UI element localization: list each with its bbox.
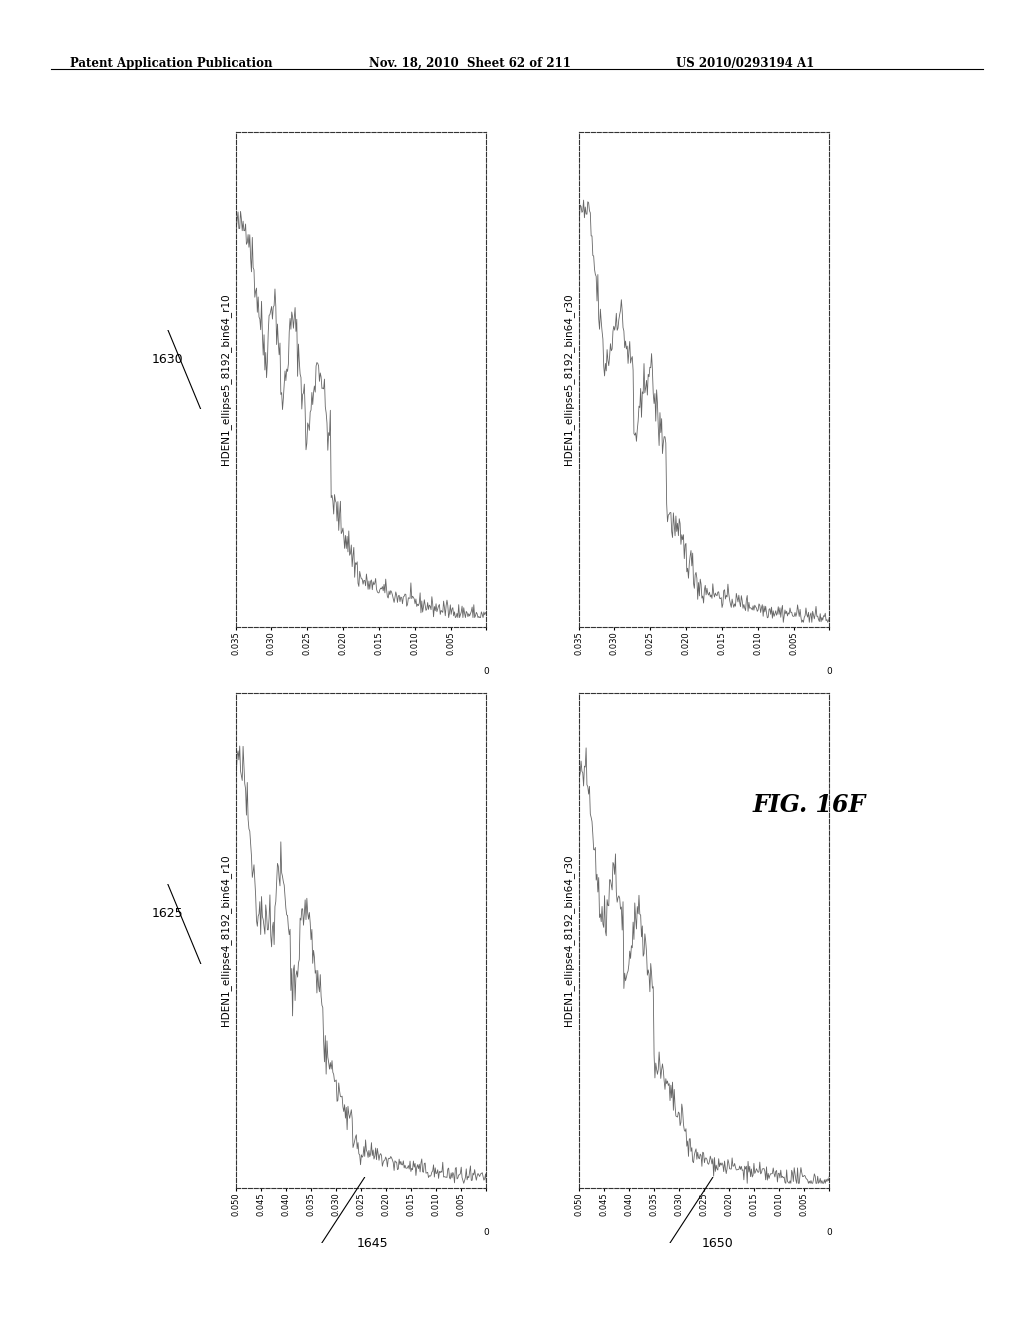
Text: 0: 0	[483, 1228, 489, 1237]
Text: US 2010/0293194 A1: US 2010/0293194 A1	[676, 57, 814, 70]
Text: 0: 0	[483, 667, 489, 676]
Text: FIG. 16F: FIG. 16F	[753, 793, 866, 817]
Text: 1630: 1630	[152, 352, 183, 366]
Text: 1625: 1625	[152, 907, 183, 920]
Text: HDEN1_ellipse5_8192_bin64_r10: HDEN1_ellipse5_8192_bin64_r10	[220, 293, 230, 466]
Text: 0: 0	[826, 1228, 833, 1237]
Text: HDEN1_ellipse5_8192_bin64_r30: HDEN1_ellipse5_8192_bin64_r30	[563, 293, 573, 466]
Text: 0: 0	[826, 667, 833, 676]
Text: 1645: 1645	[356, 1237, 388, 1250]
Text: Nov. 18, 2010  Sheet 62 of 211: Nov. 18, 2010 Sheet 62 of 211	[369, 57, 570, 70]
Text: 1650: 1650	[701, 1237, 733, 1250]
Text: HDEN1_ellipse4_8192_bin64_r30: HDEN1_ellipse4_8192_bin64_r30	[563, 854, 573, 1027]
Text: HDEN1_ellipse4_8192_bin64_r10: HDEN1_ellipse4_8192_bin64_r10	[220, 854, 230, 1027]
Text: Patent Application Publication: Patent Application Publication	[70, 57, 272, 70]
